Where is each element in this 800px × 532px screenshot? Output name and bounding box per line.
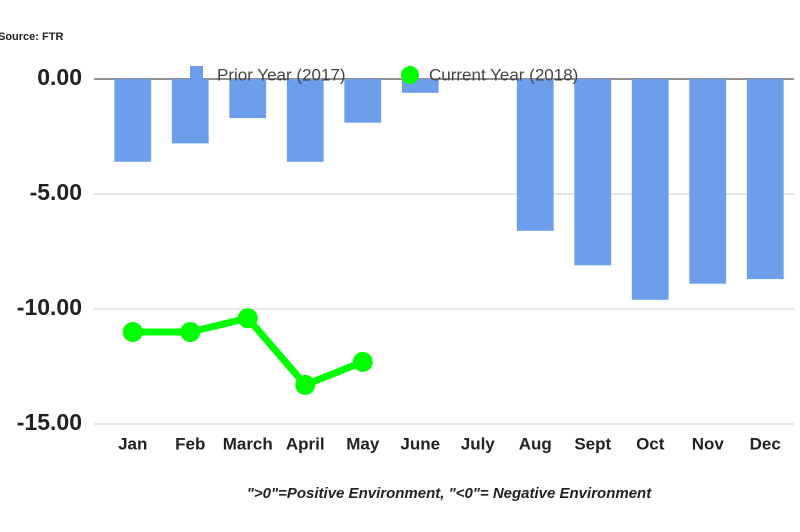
y-tick-label: -10.00 xyxy=(17,294,82,320)
x-tick-label: Feb xyxy=(175,434,205,453)
footnote: ">0"=Positive Environment, "<0"= Negativ… xyxy=(247,485,652,502)
point xyxy=(295,374,316,395)
x-tick-label: Sept xyxy=(574,434,611,453)
bar xyxy=(574,79,612,266)
x-tick-label: April xyxy=(286,434,325,453)
bar xyxy=(631,79,669,300)
bar xyxy=(114,79,152,162)
x-tick-label: July xyxy=(461,434,496,453)
legend-label: Current Year (2018) xyxy=(429,65,578,84)
x-tick-label: Nov xyxy=(692,434,725,453)
point xyxy=(122,322,143,342)
point xyxy=(180,322,201,342)
bar xyxy=(516,79,554,231)
bar xyxy=(689,79,727,284)
legend-swatch xyxy=(401,66,419,84)
x-tick-label: Aug xyxy=(519,434,552,453)
bar xyxy=(746,79,784,280)
y-tick-label: -5.00 xyxy=(30,179,82,205)
legend-label: Prior Year (2017) xyxy=(217,65,346,84)
bar xyxy=(344,79,382,123)
x-tick-label: March xyxy=(223,434,273,453)
source: Source: FTR xyxy=(0,31,63,43)
x-tick-label: Oct xyxy=(636,434,665,453)
legend-swatch xyxy=(190,66,203,84)
x-tick-label: June xyxy=(400,434,440,453)
bar xyxy=(286,79,324,162)
point xyxy=(352,351,373,372)
x-tick-label: May xyxy=(346,434,380,453)
x-tick-label: Dec xyxy=(750,434,781,453)
bar xyxy=(171,79,209,144)
point xyxy=(237,308,258,329)
x-tick-label: Jan xyxy=(118,434,147,453)
y-tick-label: 0.00 xyxy=(37,64,82,90)
bar xyxy=(229,79,267,119)
y-tick-label: -15.00 xyxy=(17,409,82,435)
line xyxy=(132,314,365,389)
